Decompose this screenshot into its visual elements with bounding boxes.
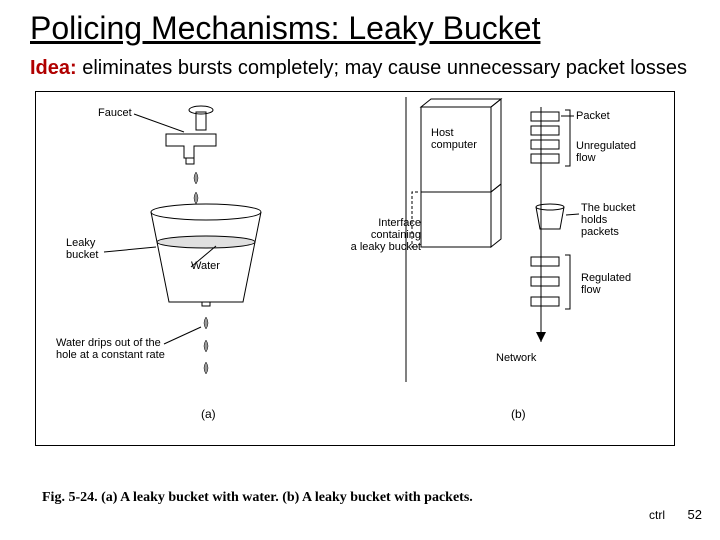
label-bucket-holds: The bucketholdspackets — [581, 202, 635, 238]
label-drips: Water drips out of thehole at a constant… — [56, 337, 176, 361]
label-network: Network — [496, 352, 536, 364]
panel-a-label: (a) — [201, 407, 216, 421]
slide-title: Policing Mechanisms: Leaky Bucket — [30, 10, 690, 47]
label-regulated: Regulatedflow — [581, 272, 631, 296]
label-water: Water — [191, 260, 220, 272]
label-host: Hostcomputer — [431, 127, 477, 151]
panel-b-label: (b) — [511, 407, 526, 421]
label-leaky-bucket: Leakybucket — [66, 237, 98, 261]
figure-box: Faucet Leakybucket Water Water drips out… — [35, 91, 675, 446]
idea-text: eliminates bursts completely; may cause … — [77, 57, 687, 79]
label-interface: Interfacecontaininga leaky bucket — [346, 217, 421, 253]
idea-line: Idea: eliminates bursts completely; may … — [30, 55, 690, 81]
footer-ctrl: ctrl — [649, 508, 665, 522]
label-packet: Packet — [576, 110, 610, 122]
footer-page-number: 52 — [688, 507, 702, 522]
idea-label: Idea: — [30, 57, 77, 79]
label-faucet: Faucet — [98, 107, 132, 119]
figure-caption: Fig. 5-24. (a) A leaky bucket with water… — [42, 490, 602, 506]
label-unregulated: Unregulatedflow — [576, 140, 636, 164]
